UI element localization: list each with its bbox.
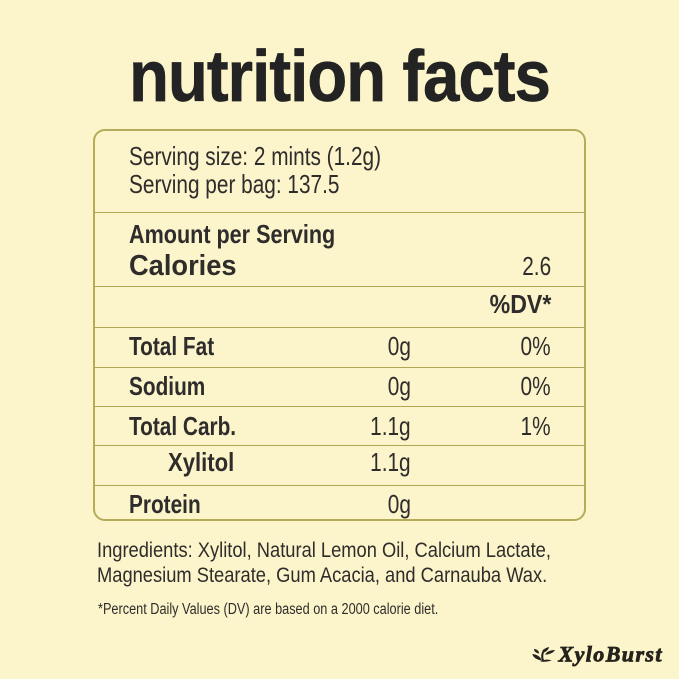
svg-text:XyloBurst: XyloBurst: [558, 642, 663, 667]
